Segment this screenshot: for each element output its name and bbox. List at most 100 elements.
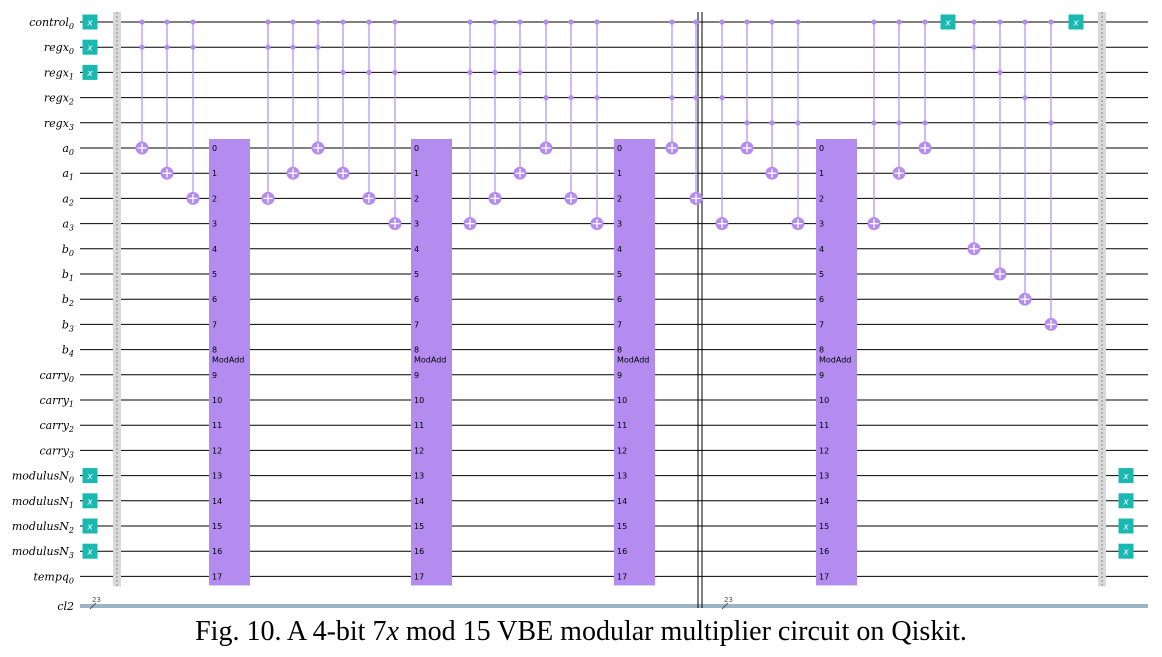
x-gate-label: x <box>944 19 951 29</box>
control-dot <box>568 19 574 25</box>
x-gate-label: x <box>86 19 93 29</box>
modadd-index: 2 <box>819 194 824 203</box>
qubit-label: tempq0 <box>33 570 74 585</box>
modadd-index: 8 <box>819 346 824 355</box>
modadd-index: 1 <box>212 169 217 178</box>
control-dot <box>997 19 1003 25</box>
modadd-index: 2 <box>212 194 217 203</box>
modadd-index: 7 <box>414 320 419 329</box>
quantum-circuit-diagram: control0 regx0 regx1 regx2 regx3 a0 a1 a2 a3 b0 b1… <box>12 12 1148 612</box>
modadd-index: 8 <box>617 346 622 355</box>
control-dot <box>543 19 549 25</box>
classical-register: cl2 23 23 <box>57 596 1148 612</box>
modadd-index: 15 <box>212 522 222 531</box>
qubit-label: b0 <box>62 243 74 258</box>
control-dot <box>1022 95 1028 101</box>
qubit-label: b4 <box>62 344 74 359</box>
control-dot <box>795 19 801 25</box>
qubit-label: a1 <box>62 167 74 182</box>
control-dot <box>492 19 498 25</box>
control-dot <box>315 44 321 50</box>
modadd-index: 17 <box>617 572 627 581</box>
modadd-index: 1 <box>617 169 622 178</box>
qubit-label: regx3 <box>44 117 74 132</box>
modadd-index: 16 <box>212 547 222 556</box>
modadd-index: 3 <box>212 220 217 229</box>
modadd-gate <box>816 139 857 586</box>
control-dot <box>139 19 145 25</box>
control-dot <box>594 19 600 25</box>
control-dot <box>315 19 321 25</box>
modadd-index: 7 <box>212 320 217 329</box>
modadd-index: 0 <box>414 144 419 153</box>
modadd-index: 6 <box>819 295 824 304</box>
modadd-index: 0 <box>819 144 824 153</box>
modadd-index: 9 <box>819 371 824 380</box>
control-dot <box>594 95 600 101</box>
qubit-label: carry0 <box>39 369 74 384</box>
modadd-index: 13 <box>617 472 627 481</box>
figure-caption: Fig. 10. A 4-bit 7x mod 15 VBE modular m… <box>0 614 1162 650</box>
modadd-index: 3 <box>617 220 622 229</box>
control-dot <box>492 69 498 75</box>
modadd-index: 16 <box>819 547 829 556</box>
classical-slash <box>721 602 729 610</box>
modadd-index: 17 <box>819 572 829 581</box>
modadd-index: 12 <box>819 446 829 455</box>
barriers <box>113 12 1106 608</box>
qubit-label: modulusN0 <box>12 470 74 485</box>
x-gate-label: x <box>1122 472 1129 482</box>
control-dot <box>719 95 725 101</box>
modadd-index: 17 <box>212 572 222 581</box>
modadd-index: 6 <box>212 295 217 304</box>
x-gate-label: x <box>1072 19 1079 29</box>
modadd-index: 11 <box>617 421 627 430</box>
modadd-name: ModAdd <box>212 356 244 365</box>
x-gate <box>1118 543 1134 559</box>
x-gate-label: x <box>1122 523 1129 533</box>
modadd-index: 10 <box>617 396 627 405</box>
x-gate-label: x <box>86 497 93 507</box>
modadd-gate <box>614 139 655 586</box>
control-dot <box>392 19 398 25</box>
control-dot <box>265 19 271 25</box>
control-dot <box>164 44 170 50</box>
modadd-index: 8 <box>212 346 217 355</box>
modadd-index: 17 <box>414 572 424 581</box>
x-gate <box>1118 493 1134 509</box>
control-dot <box>568 95 574 101</box>
control-dot <box>922 19 928 25</box>
x-gate-label: x <box>86 548 93 558</box>
control-dot <box>467 69 473 75</box>
control-dot <box>971 19 977 25</box>
control-dot <box>190 19 196 25</box>
modadd-index: 12 <box>617 446 627 455</box>
modadd-index: 5 <box>617 270 622 279</box>
modadd-index: 9 <box>414 371 419 380</box>
modadd-index: 5 <box>414 270 419 279</box>
control-dot <box>164 19 170 25</box>
qubit-label: a2 <box>62 192 74 207</box>
classical-count: 23 <box>92 596 101 604</box>
qubit-label: a3 <box>62 218 74 233</box>
x-gate <box>82 518 98 534</box>
modadd-index: 11 <box>819 421 829 430</box>
modadd-index: 14 <box>212 497 222 506</box>
modadd-index: 14 <box>617 497 627 506</box>
modadd-index: 8 <box>414 346 419 355</box>
control-dot <box>896 120 902 126</box>
modadd-index: 12 <box>414 446 424 455</box>
classical-count: 23 <box>724 596 733 604</box>
modadd-index: 3 <box>819 220 824 229</box>
control-dot <box>1022 19 1028 25</box>
modadd-index: 7 <box>617 320 622 329</box>
x-gate <box>82 64 98 80</box>
modadd-index: 1 <box>819 169 824 178</box>
qubit-label: modulusN3 <box>12 545 74 560</box>
modadd-index: 14 <box>819 497 829 506</box>
control-dot <box>669 95 675 101</box>
x-gate <box>82 543 98 559</box>
modadd-index: 13 <box>819 472 829 481</box>
qubit-label: regx1 <box>44 66 74 81</box>
modadd-index: 11 <box>212 421 222 430</box>
